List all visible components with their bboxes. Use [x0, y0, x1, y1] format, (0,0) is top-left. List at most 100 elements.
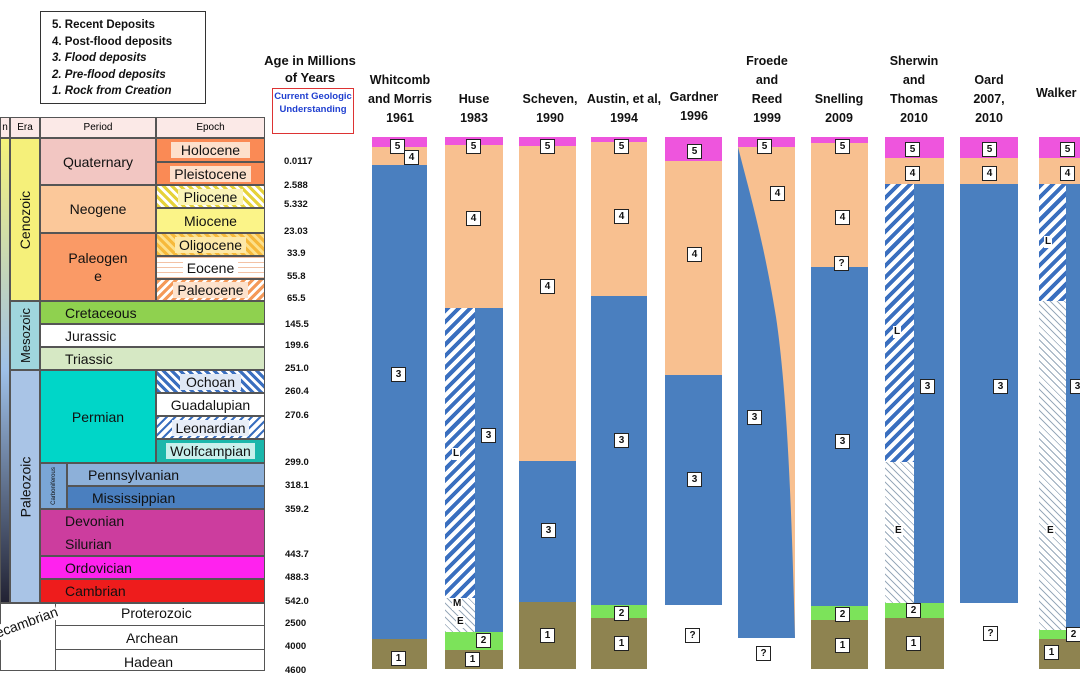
- period-jurassic: Jurassic: [40, 324, 265, 347]
- layer-number-5: 5: [687, 144, 702, 159]
- age-label: 251.0: [285, 363, 309, 374]
- layer-flood-wavy: [885, 462, 914, 603]
- layer-post-flood: [445, 145, 503, 308]
- layer-number-3: 3: [614, 433, 629, 448]
- epoch-pleistocene: Pleistocene: [156, 162, 265, 185]
- age-label: 359.2: [285, 504, 309, 515]
- era-paleozoic: Paleozoic: [10, 370, 40, 603]
- layer-number-5: 5: [614, 139, 629, 154]
- layer-label-E: E: [1046, 525, 1055, 537]
- period-cretaceous: Cretaceous: [40, 301, 265, 324]
- eon-header: n: [0, 117, 10, 138]
- precambrian-divider: [55, 625, 265, 626]
- legend-item-4: 4. Post-flood deposits: [52, 35, 173, 48]
- period-cambrian: Cambrian: [40, 579, 265, 603]
- age-label: 0.0117: [284, 156, 313, 167]
- unknown-marker: ?: [834, 256, 849, 271]
- layer-number-4: 4: [982, 166, 997, 181]
- period-archean: Archean: [126, 630, 179, 646]
- layer-number-2: 2: [906, 603, 921, 618]
- age-label: 542.0: [285, 596, 309, 607]
- layer-flood-hatched: [885, 184, 914, 462]
- period-permian: Permian: [40, 370, 156, 463]
- column-title-oard: Oard 2007, 2010: [973, 73, 1005, 125]
- era-header: Era: [10, 117, 40, 138]
- unknown-marker: ?: [756, 646, 771, 661]
- layer-number-3: 3: [481, 428, 496, 443]
- layer-post-flood-wedge: [738, 147, 795, 638]
- layer-flood-wavy: [1039, 301, 1066, 630]
- epoch-leonardian: Leonardian: [156, 416, 265, 439]
- era-mesozoic: Mesozoic: [10, 301, 40, 370]
- column-title-whitcomb-morris: Whitcomb and Morris 1961: [368, 73, 432, 125]
- period-neogene: Neogene: [40, 185, 156, 233]
- layer-flood: [960, 184, 1018, 603]
- layer-number-5: 5: [982, 142, 997, 157]
- layer-number-4: 4: [687, 247, 702, 262]
- layer-flood: [1066, 184, 1080, 630]
- layer-number-3: 3: [541, 523, 556, 538]
- column-title-snelling: Snelling 2009: [814, 92, 864, 125]
- epoch-eocene: Eocene: [156, 256, 265, 279]
- layer-number-3: 3: [920, 379, 935, 394]
- legend-box: 5. Recent Deposits 4. Post-flood deposit…: [40, 11, 206, 104]
- layer-label-E: E: [894, 525, 903, 537]
- layer-number-1: 1: [391, 651, 406, 666]
- layer-number-4: 4: [404, 150, 419, 165]
- period-carboniferous: Carboniferous: [40, 463, 67, 509]
- layer-flood: [591, 296, 647, 605]
- current-geologic-understanding-label: Current Geologic Understanding: [272, 88, 354, 134]
- layer-flood-hatched: [1039, 184, 1066, 301]
- legend-item-1: 1. Rock from Creation: [52, 85, 172, 97]
- period-ordovician: Ordovician: [40, 556, 265, 579]
- period-mississippian: Mississippian: [67, 486, 265, 509]
- period-quaternary: Quaternary: [40, 138, 156, 185]
- layer-label-E: E: [456, 616, 465, 628]
- layer-number-2: 2: [614, 606, 629, 621]
- column-title-gardner: Gardner 1996: [669, 90, 719, 123]
- column-title-walker: Walker 2014: [1036, 86, 1080, 100]
- column-title-froede-reed: Froede and Reed 1999: [746, 54, 788, 125]
- layer-pre-flood: [445, 632, 475, 650]
- layer-number-5: 5: [1060, 142, 1075, 157]
- legend-item-5: 5. Recent Deposits: [52, 19, 155, 31]
- column-title-sherwin-thomas: Sherwin and Thomas 2010: [889, 54, 939, 125]
- epoch-oligocene: Oligocene: [156, 233, 265, 256]
- period-hadean: Hadean: [124, 654, 174, 670]
- layer-label-M: M: [452, 598, 463, 610]
- era-cenozoic: Cenozoic: [10, 138, 40, 301]
- layer-flood: [665, 375, 722, 605]
- unknown-marker: ?: [685, 628, 700, 643]
- layer-number-4: 4: [835, 210, 850, 225]
- epoch-guadalupian: Guadalupian: [156, 393, 265, 416]
- column-title-austin: Austin, et al, 1994: [586, 92, 662, 125]
- layer-number-2: 2: [1066, 627, 1080, 642]
- layer-number-4: 4: [466, 211, 481, 226]
- layer-label-L: L: [893, 326, 902, 338]
- layer-post-flood: [519, 146, 576, 461]
- layer-label-L: L: [1044, 236, 1053, 248]
- layer-number-3: 3: [747, 410, 762, 425]
- layer-number-1: 1: [465, 652, 480, 667]
- layer-number-4: 4: [614, 209, 629, 224]
- legend-item-2: 2. Pre-flood deposits: [52, 68, 166, 81]
- age-label: 2500: [285, 618, 307, 629]
- age-label: 4600: [285, 665, 307, 676]
- phanerozoic-eon-strip: [0, 138, 10, 603]
- layer-flood: [475, 308, 503, 632]
- layer-number-1: 1: [614, 636, 629, 651]
- layer-number-5: 5: [835, 139, 850, 154]
- unknown-marker: ?: [983, 626, 998, 641]
- age-label: 199.6: [285, 340, 309, 351]
- layer-number-2: 2: [835, 607, 850, 622]
- age-label: 4000: [285, 641, 307, 652]
- layer-number-4: 4: [1060, 166, 1075, 181]
- epoch-ochoan: Ochoan: [156, 370, 265, 393]
- age-label: 299.0: [285, 457, 309, 468]
- epoch-header: Epoch: [156, 117, 265, 138]
- precambrian-divider: [55, 603, 56, 671]
- layer-number-3: 3: [835, 434, 850, 449]
- age-label: 270.6: [285, 410, 309, 421]
- age-label: 23.03: [284, 226, 308, 237]
- age-label: 5.332: [284, 199, 308, 210]
